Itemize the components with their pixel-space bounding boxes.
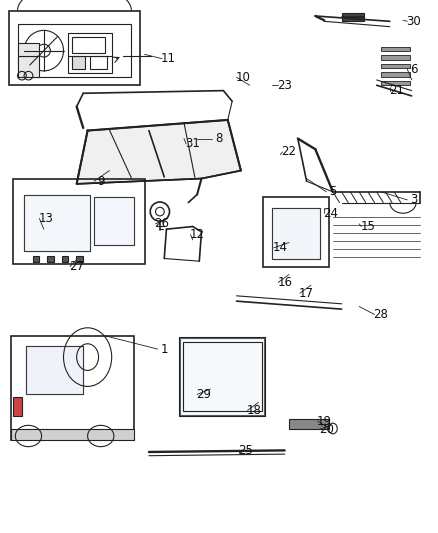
Text: 24: 24 [323, 207, 338, 220]
Bar [381, 47, 410, 51]
Text: 16: 16 [277, 276, 292, 289]
Bar [72, 37, 105, 53]
Text: 12: 12 [190, 228, 205, 241]
Bar [180, 338, 265, 416]
Bar [76, 256, 83, 262]
Bar [24, 195, 90, 251]
Text: 6: 6 [410, 63, 418, 76]
Bar [180, 338, 265, 416]
Bar [272, 208, 320, 259]
Text: 26: 26 [155, 217, 170, 230]
Bar [33, 256, 39, 262]
Text: 30: 30 [406, 15, 421, 28]
Bar [18, 43, 39, 56]
Text: 3: 3 [410, 193, 417, 206]
Bar [381, 55, 410, 60]
Text: 5: 5 [329, 185, 336, 198]
Text: 13: 13 [39, 212, 53, 225]
Polygon shape [77, 120, 241, 184]
Text: 14: 14 [273, 241, 288, 254]
Text: 15: 15 [360, 220, 375, 233]
Bar [263, 197, 328, 266]
Text: 22: 22 [282, 146, 297, 158]
Bar [272, 208, 320, 259]
Bar [381, 81, 410, 85]
Text: 9: 9 [97, 175, 105, 188]
Bar [94, 197, 134, 245]
Bar [11, 336, 134, 440]
Text: 18: 18 [247, 404, 261, 417]
Bar [289, 419, 328, 429]
Bar [24, 195, 90, 251]
Text: 29: 29 [196, 388, 211, 401]
Bar [72, 56, 85, 69]
Bar [90, 56, 107, 69]
Text: 11: 11 [161, 52, 176, 65]
Text: 27: 27 [69, 260, 84, 273]
Bar [62, 256, 68, 262]
Text: 31: 31 [185, 138, 200, 150]
Bar [381, 64, 410, 68]
Bar [183, 342, 262, 411]
Text: 21: 21 [389, 84, 404, 97]
Bar [26, 346, 83, 394]
Bar [9, 11, 140, 85]
Text: 23: 23 [277, 79, 292, 92]
Text: 10: 10 [236, 71, 251, 84]
Bar [68, 33, 112, 73]
Bar [11, 429, 134, 440]
Text: 19: 19 [317, 415, 332, 427]
Bar [13, 397, 22, 416]
Bar [13, 179, 145, 264]
Text: 17: 17 [299, 287, 314, 300]
Bar [381, 72, 410, 77]
Bar [342, 13, 364, 21]
Text: 20: 20 [319, 423, 334, 435]
Text: 1: 1 [160, 343, 168, 356]
Bar [18, 24, 131, 77]
Text: 8: 8 [215, 132, 223, 145]
Bar [47, 256, 54, 262]
Text: 28: 28 [374, 308, 389, 321]
Bar [18, 56, 39, 77]
Bar [94, 197, 134, 245]
Text: 25: 25 [238, 444, 253, 457]
Bar [26, 346, 83, 394]
